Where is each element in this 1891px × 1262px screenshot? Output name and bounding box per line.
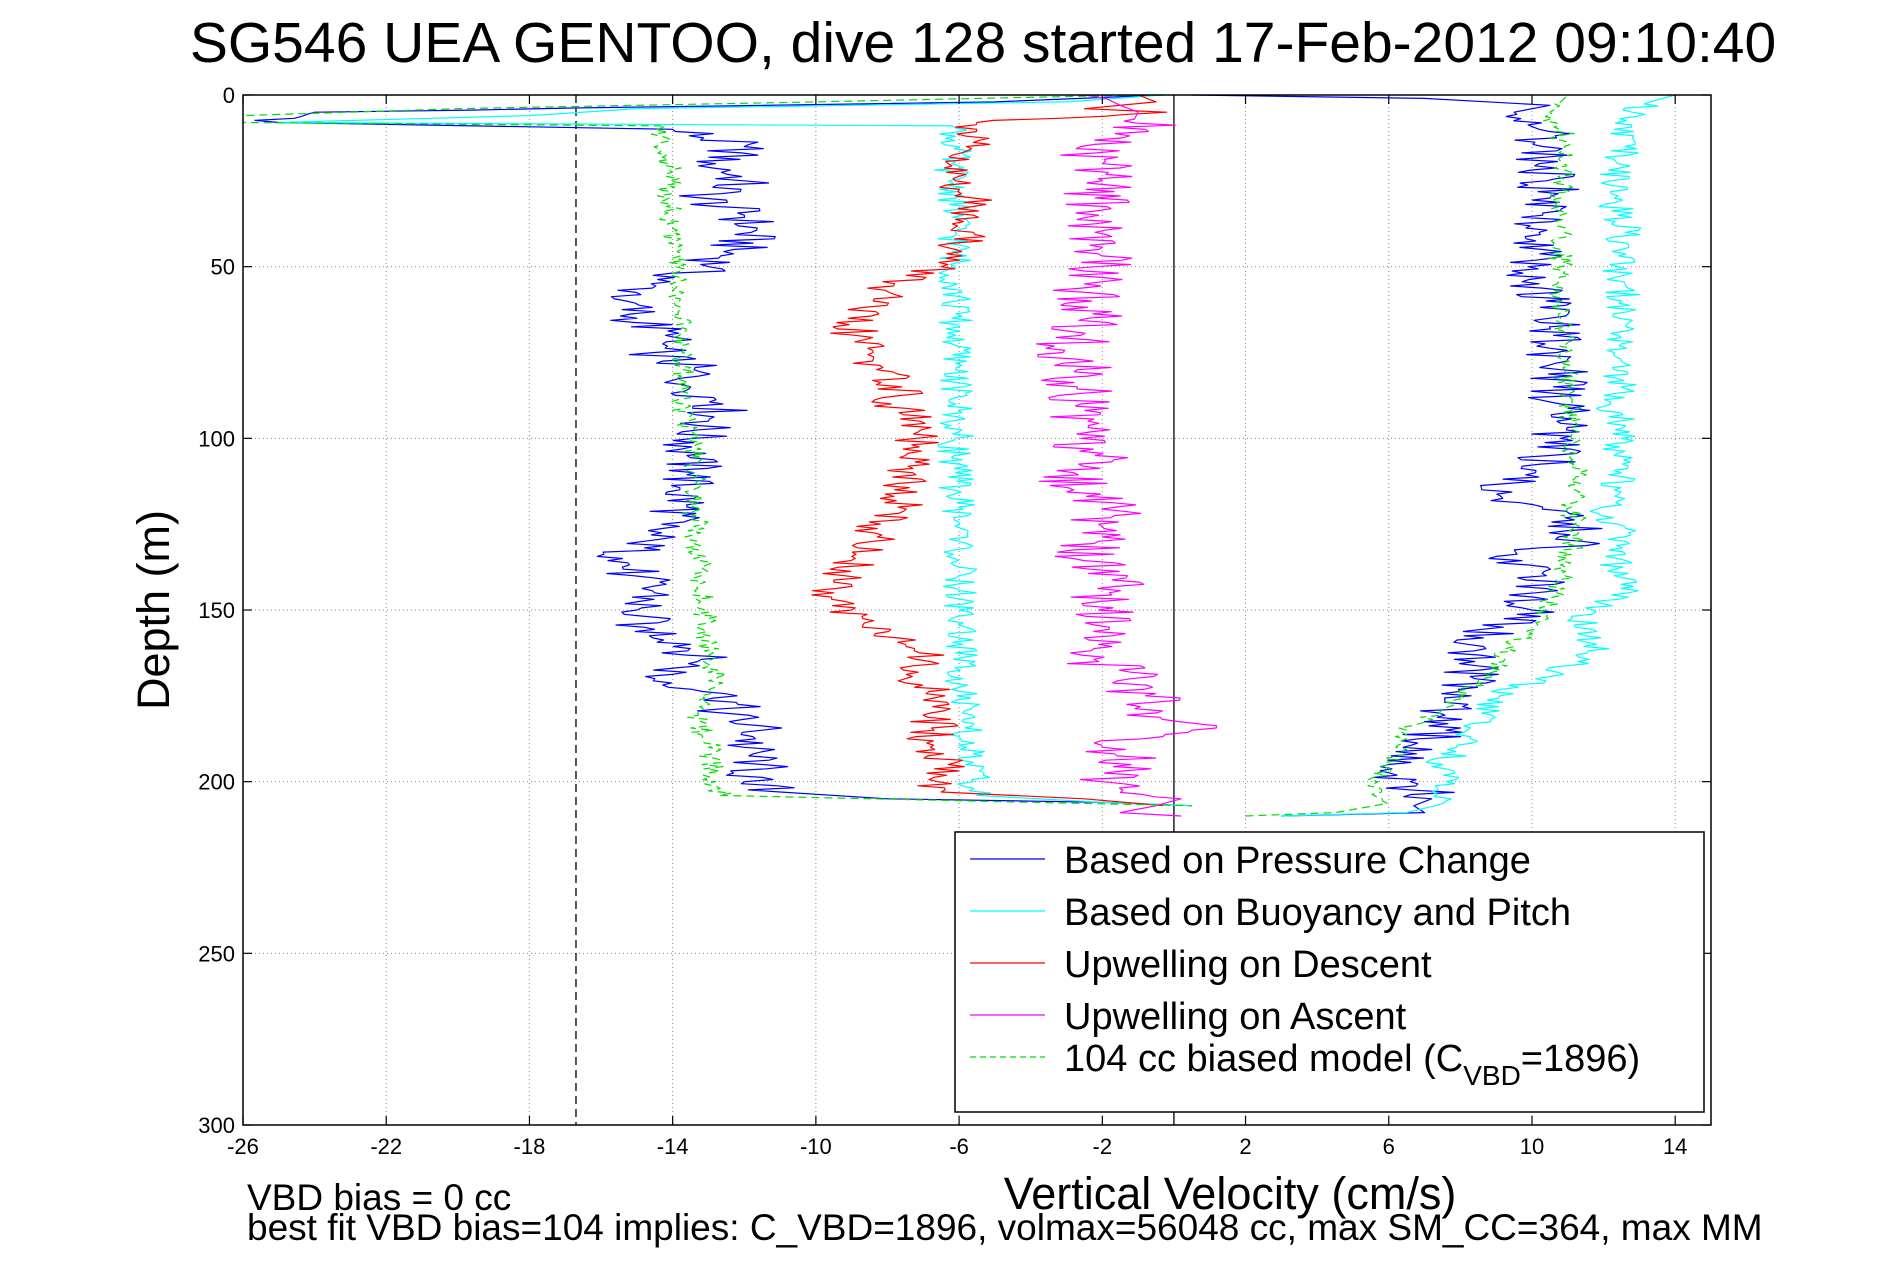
series-line-based-on-pressure-change-descent <box>254 94 1192 807</box>
legend-label: Based on Pressure Change <box>1064 840 1531 882</box>
series-line-upwelling-on-ascent-ascent <box>1035 94 1218 817</box>
x-tick-label: -18 <box>514 1134 546 1159</box>
series-line-based-on-pressure-change-ascent <box>1191 94 1603 817</box>
legend-label: Upwelling on Descent <box>1064 944 1432 986</box>
series-line-based-on-buoyancy-and-pitch-ascent <box>1281 94 1676 817</box>
x-tick-label: 2 <box>1239 1134 1251 1159</box>
x-tick-label: -22 <box>370 1134 402 1159</box>
y-tick-label: 100 <box>198 426 235 451</box>
series-line-based-on-buoyancy-and-pitch-descent <box>278 94 1192 807</box>
y-tick-label: 250 <box>198 941 235 966</box>
x-tick-label: -26 <box>227 1134 259 1159</box>
x-tick-label: -14 <box>657 1134 689 1159</box>
y-tick-label: 50 <box>211 255 235 280</box>
legend-box <box>954 831 1705 1113</box>
series-line-104-cc-biased-model-cvbd-1896-ascent <box>1245 94 1588 817</box>
legend: Based on Pressure Change Based on Buoyanc… <box>954 831 1705 1113</box>
x-tick-label: 10 <box>1520 1134 1544 1159</box>
x-axis-label: Vertical Velocity (cm/s) <box>1004 1168 1457 1219</box>
x-tick-label: 6 <box>1383 1134 1395 1159</box>
footer-vbd-bias: VBD bias = 0 cc <box>247 1177 511 1218</box>
x-tick-label: -2 <box>1093 1134 1113 1159</box>
chart-title: SG546 UEA GENTOO, dive 128 started 17-Fe… <box>190 11 1776 75</box>
y-tick-label: 150 <box>198 598 235 623</box>
legend-label: Based on Buoyancy and Pitch <box>1064 892 1571 934</box>
tick-layer: -26 -22 -18 -14 -10 -6 -2 2 6 10 14050100150200250… <box>198 83 1711 1159</box>
y-axis-label: Depth (m) <box>128 510 179 710</box>
y-tick-label: 200 <box>198 770 235 795</box>
y-tick-label: 0 <box>223 83 235 108</box>
y-tick-label: 300 <box>198 1113 235 1138</box>
x-tick-label: 14 <box>1663 1134 1687 1159</box>
footer-best-fit: best fit VBD bias=104 implies: C_VBD=189… <box>247 1207 1763 1248</box>
legend-label: Upwelling on Ascent <box>1064 996 1407 1038</box>
series-line-upwelling-on-descent-descent <box>811 94 1168 807</box>
x-tick-label: -6 <box>949 1134 969 1159</box>
x-tick-label: -10 <box>800 1134 832 1159</box>
plot-layer <box>242 94 1676 1125</box>
series-line-104-cc-biased-model-cvbd-1896-descent <box>242 94 1192 807</box>
legend-label: 104 cc biased model (CVBD=1896) <box>1064 1038 1640 1091</box>
